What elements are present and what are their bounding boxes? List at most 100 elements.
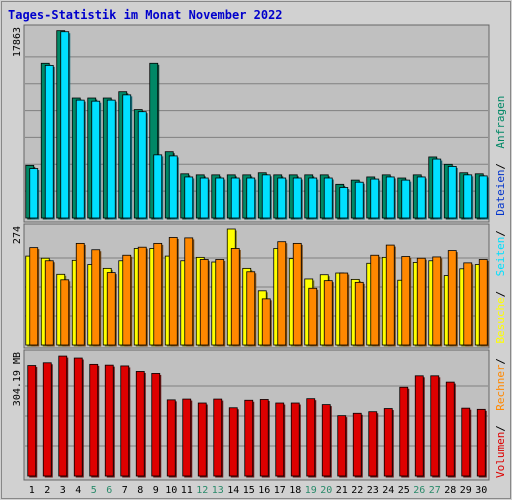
bar (308, 177, 318, 219)
x-tick-label: 14 (227, 485, 239, 496)
x-tick-label: 30 (475, 485, 487, 496)
legend-separator: / (494, 163, 507, 170)
x-tick-label: 13 (212, 485, 224, 496)
x-tick-label: 6 (106, 485, 112, 496)
x-tick-label: 8 (137, 485, 143, 496)
bar (137, 111, 147, 219)
legend-item-besuche: Besuche (494, 297, 507, 343)
legend-item-dateien: Dateien (494, 169, 507, 215)
bar (75, 242, 85, 346)
bar (308, 287, 318, 346)
bar (463, 262, 473, 346)
bar (153, 242, 163, 346)
bar (277, 177, 287, 219)
bar (476, 408, 486, 477)
bar (478, 259, 488, 346)
bar (339, 187, 349, 219)
bar (213, 398, 223, 477)
x-tick-label: 4 (75, 485, 81, 496)
panels-layer: 17863 274 304.19 MB (12, 24, 490, 481)
plot-area (23, 223, 490, 349)
x-tick-label: 27 (429, 485, 441, 496)
bar (385, 176, 395, 219)
bar (29, 247, 39, 346)
bar (199, 259, 209, 346)
x-tick-label: 11 (181, 485, 193, 496)
x-tick-label: 3 (60, 485, 66, 496)
bar (445, 381, 455, 477)
bar (166, 399, 176, 477)
series-seiten (29, 31, 489, 220)
bar (292, 177, 302, 219)
bar (168, 155, 178, 219)
bar (447, 250, 457, 346)
bar (261, 298, 271, 346)
bar (461, 407, 471, 477)
bar (430, 375, 440, 477)
bar (416, 257, 426, 346)
bar (91, 249, 101, 346)
x-tick-label: 7 (122, 485, 128, 496)
bar (354, 281, 364, 346)
bar (323, 177, 333, 219)
bar (44, 64, 54, 219)
x-tick-label: 12 (196, 485, 208, 496)
bar (199, 177, 209, 219)
y-max-label: 17863 (12, 27, 23, 57)
bar (42, 362, 52, 477)
bar (401, 256, 411, 346)
bar (432, 256, 442, 346)
x-tick-label: 20 (320, 485, 332, 496)
bar (261, 174, 271, 219)
x-tick-label: 17 (274, 485, 286, 496)
bar (122, 254, 132, 346)
bar (182, 398, 192, 477)
besuche-panel: 274 (12, 223, 490, 349)
bar (230, 248, 240, 346)
x-tick-label: 2 (44, 485, 50, 496)
bar (135, 371, 145, 477)
bar (246, 271, 256, 346)
legend-separator: / (494, 291, 507, 298)
legend-item-volumen: Volumen (494, 432, 507, 478)
bar (259, 399, 269, 477)
bar (447, 166, 457, 219)
bar (104, 364, 114, 477)
x-tick-label: 26 (413, 485, 425, 496)
bar (184, 237, 194, 346)
bar (323, 280, 333, 346)
bar (246, 177, 256, 219)
y-max-label: 304.19 MB (12, 352, 23, 406)
anfragen-panel: 17863 (12, 24, 490, 223)
bar (184, 176, 194, 219)
bar (277, 241, 287, 346)
x-tick-label: 29 (460, 485, 472, 496)
x-tick-label: 1 (29, 485, 35, 496)
bar (60, 279, 70, 346)
bar (27, 365, 37, 477)
x-tick-label: 24 (382, 485, 394, 496)
x-tick-label: 10 (165, 485, 177, 496)
bar (91, 100, 101, 219)
legend-separator: / (494, 230, 507, 237)
bar (168, 237, 178, 346)
bar (370, 178, 380, 219)
bar (401, 179, 411, 219)
bar (478, 175, 488, 219)
bar (153, 154, 163, 219)
bar (60, 31, 70, 219)
bar (321, 404, 331, 477)
bar (215, 177, 225, 219)
bar (122, 94, 132, 219)
x-tick-label: 25 (398, 485, 410, 496)
y-max-label: 274 (12, 226, 23, 244)
bar (354, 181, 364, 219)
legend-item-seiten: Seiten (494, 237, 507, 277)
bar (275, 402, 285, 477)
bar (414, 375, 424, 477)
bar (368, 411, 378, 477)
x-tick-label: 5 (91, 485, 97, 496)
legend-separator: / (494, 425, 507, 432)
